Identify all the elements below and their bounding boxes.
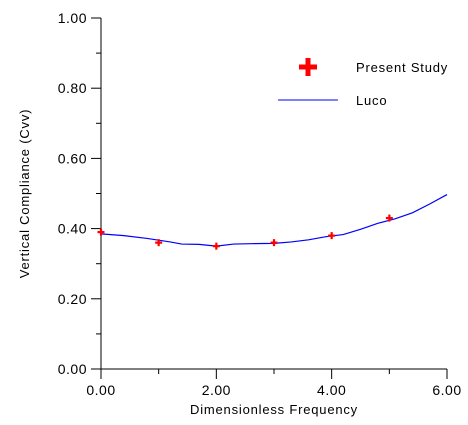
y-tick-label: 0.80	[58, 80, 87, 96]
data-point-present-study	[271, 239, 278, 246]
legend-label-luco: Luco	[356, 93, 387, 108]
data-point-present-study	[328, 232, 335, 239]
x-tick-label: 4.00	[317, 382, 346, 398]
y-tick-label: 0.00	[58, 361, 87, 377]
x-axis-label: Dimensionless Frequency	[190, 402, 358, 417]
legend-item-luco: Luco	[278, 93, 387, 108]
legend-plus-marker	[299, 58, 317, 76]
x-tick-label: 2.00	[202, 382, 231, 398]
legend-item-present-study: Present Study	[299, 58, 448, 76]
x-tick-label: 0.00	[86, 382, 115, 398]
series-line-luco	[101, 195, 447, 247]
y-axis-label: Vertical Compliance (Cvv)	[17, 109, 32, 279]
legend: Present Study Luco	[278, 58, 448, 108]
y-tick-label: 0.60	[58, 150, 87, 166]
legend-label-present-study: Present Study	[356, 60, 448, 75]
y-tick-label: 1.00	[58, 10, 87, 26]
y-tick-label: 0.20	[58, 291, 87, 307]
data-point-present-study	[213, 243, 220, 250]
x-tick-label: 6.00	[432, 382, 461, 398]
series-layer	[98, 195, 448, 250]
y-tick-label: 0.40	[58, 221, 87, 237]
